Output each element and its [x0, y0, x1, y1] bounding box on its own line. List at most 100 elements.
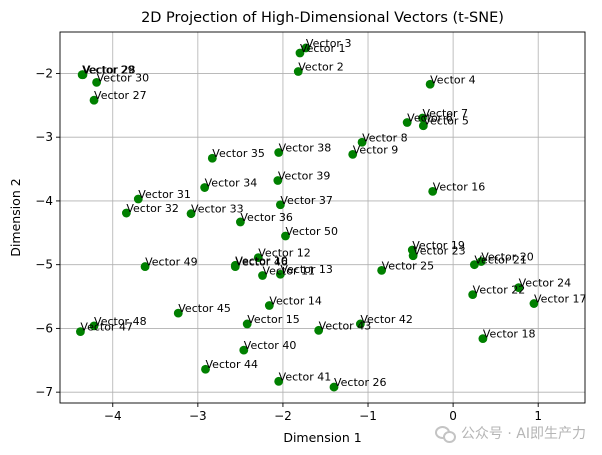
- scatter-point: [76, 327, 85, 337]
- point-label: Vector 3: [306, 37, 352, 50]
- y-tick-label: −7: [35, 385, 53, 399]
- scatter-point: [92, 77, 101, 87]
- scatter-point: [314, 325, 324, 335]
- point-label: Vector 45: [178, 302, 231, 315]
- point-label: Vector 31: [138, 188, 191, 201]
- scatter-point: [140, 262, 150, 271]
- scatter-point: [242, 319, 252, 329]
- scatter-point: [89, 321, 99, 331]
- scatter-point: [293, 67, 303, 76]
- scatter-point: [348, 149, 358, 159]
- point-label: Vector 9: [353, 143, 399, 156]
- y-tick-label: −5: [35, 258, 53, 272]
- point-label: Vector 22: [473, 284, 526, 297]
- point-label: Vector 4: [430, 73, 476, 86]
- point-label: Vector 34: [205, 177, 258, 190]
- scatter-point: [273, 176, 283, 185]
- point-label: Vector 35: [212, 147, 265, 160]
- scatter-point: [258, 271, 267, 280]
- y-axis-label: Dimension 2: [8, 178, 23, 256]
- point-label: Vector 48: [94, 315, 147, 328]
- point-label: Vector 12: [258, 247, 311, 260]
- x-tick-label: 1: [534, 409, 542, 423]
- point-label: Vector 40: [244, 339, 297, 352]
- point-label: Vector 23: [413, 245, 466, 258]
- scatter-point: [275, 200, 285, 210]
- watermark-text: 公众号 · AI即生产力: [460, 426, 586, 442]
- point-label: Vector 39: [278, 170, 331, 183]
- point-label: Vector 30: [97, 71, 150, 84]
- point-label: Vector 37: [280, 194, 333, 207]
- y-tick-label: −6: [35, 321, 53, 335]
- point-label: Vector 25: [382, 259, 435, 272]
- point-label: Vector 46: [235, 256, 288, 269]
- point-label: Vector 21: [474, 254, 527, 267]
- point-label: Vector 29: [82, 64, 135, 77]
- point-label: Vector 11: [263, 265, 316, 278]
- point-label: Vector 16: [433, 180, 486, 193]
- scatter-point: [418, 113, 427, 123]
- grid-lines: [60, 32, 585, 403]
- point-label: Vector 47: [80, 321, 133, 334]
- point-label: Vector 14: [269, 294, 322, 307]
- chart-title: 2D Projection of High-Dimensional Vector…: [141, 10, 504, 26]
- x-tick-label: −1: [359, 409, 377, 423]
- point-label: Vector 19: [412, 239, 465, 252]
- scatter-point: [418, 121, 428, 131]
- scatter-point: [425, 79, 435, 89]
- x-tick-label: 0: [449, 409, 457, 423]
- x-tick-label: −3: [189, 409, 207, 423]
- scatter-point: [235, 217, 245, 227]
- point-label: Vector 50: [285, 225, 338, 238]
- point-label: Vector 8: [362, 131, 408, 144]
- point-label: Vector 26: [334, 376, 387, 389]
- point-label: Vector 28: [83, 64, 136, 77]
- point-label: Vector 43: [319, 319, 372, 332]
- scatter-point: [476, 257, 486, 266]
- scatter-point: [468, 290, 478, 300]
- scatter-point: [357, 137, 367, 147]
- point-label: Vector 36: [240, 211, 293, 224]
- x-tick-label: −2: [274, 409, 292, 423]
- axis-ticks: −4 −3 −2 −1 0 1 −7 −6 −5 −4 −3 −2: [35, 66, 542, 423]
- point-label: Vector 10: [235, 254, 288, 267]
- scatter-point: [89, 95, 99, 105]
- wechat-icon: [434, 425, 456, 443]
- point-label: Vector 27: [94, 89, 147, 102]
- scatter-point: [200, 183, 210, 192]
- point-label: Vector 20: [481, 250, 534, 263]
- scatter-point: [377, 266, 387, 275]
- point-label: Vector 13: [280, 263, 333, 276]
- scatter-point: [295, 48, 305, 58]
- point-label: Vector 33: [191, 203, 244, 216]
- plot-area-frame: [59, 31, 586, 404]
- point-label: Vector 7: [422, 107, 468, 120]
- point-label: Vector 24: [519, 277, 572, 290]
- y-tick-label: −3: [35, 130, 53, 144]
- point-label: Vector 15: [247, 313, 300, 326]
- scatter-point: [281, 231, 290, 241]
- point-label: Vector 49: [145, 256, 198, 269]
- scatter-point: [301, 43, 311, 53]
- point-label: Vector 2: [298, 61, 344, 74]
- scatter-point: [207, 153, 217, 163]
- point-label: Vector 41: [279, 370, 332, 383]
- point-label: Vector 18: [483, 328, 536, 341]
- point-label: Vector 1: [300, 42, 346, 55]
- scatter-point: [186, 209, 196, 219]
- scatter-point: [264, 301, 274, 310]
- scatter-point: [408, 251, 418, 261]
- scatter-point: [253, 253, 263, 263]
- point-label: Vector 38: [279, 141, 332, 154]
- point-label: Vector 44: [206, 358, 259, 371]
- scatter-point: [274, 148, 284, 157]
- x-axis-label: Dimension 1: [283, 430, 361, 445]
- scatter-point: [329, 382, 339, 392]
- watermark: 公众号 · AI即生产力: [434, 423, 586, 443]
- data-points: [76, 43, 539, 392]
- scatter-point: [173, 308, 183, 318]
- scatter-point: [469, 260, 479, 270]
- scatter-point: [239, 345, 249, 355]
- scatter-point: [274, 376, 284, 386]
- scatter-point: [355, 319, 365, 329]
